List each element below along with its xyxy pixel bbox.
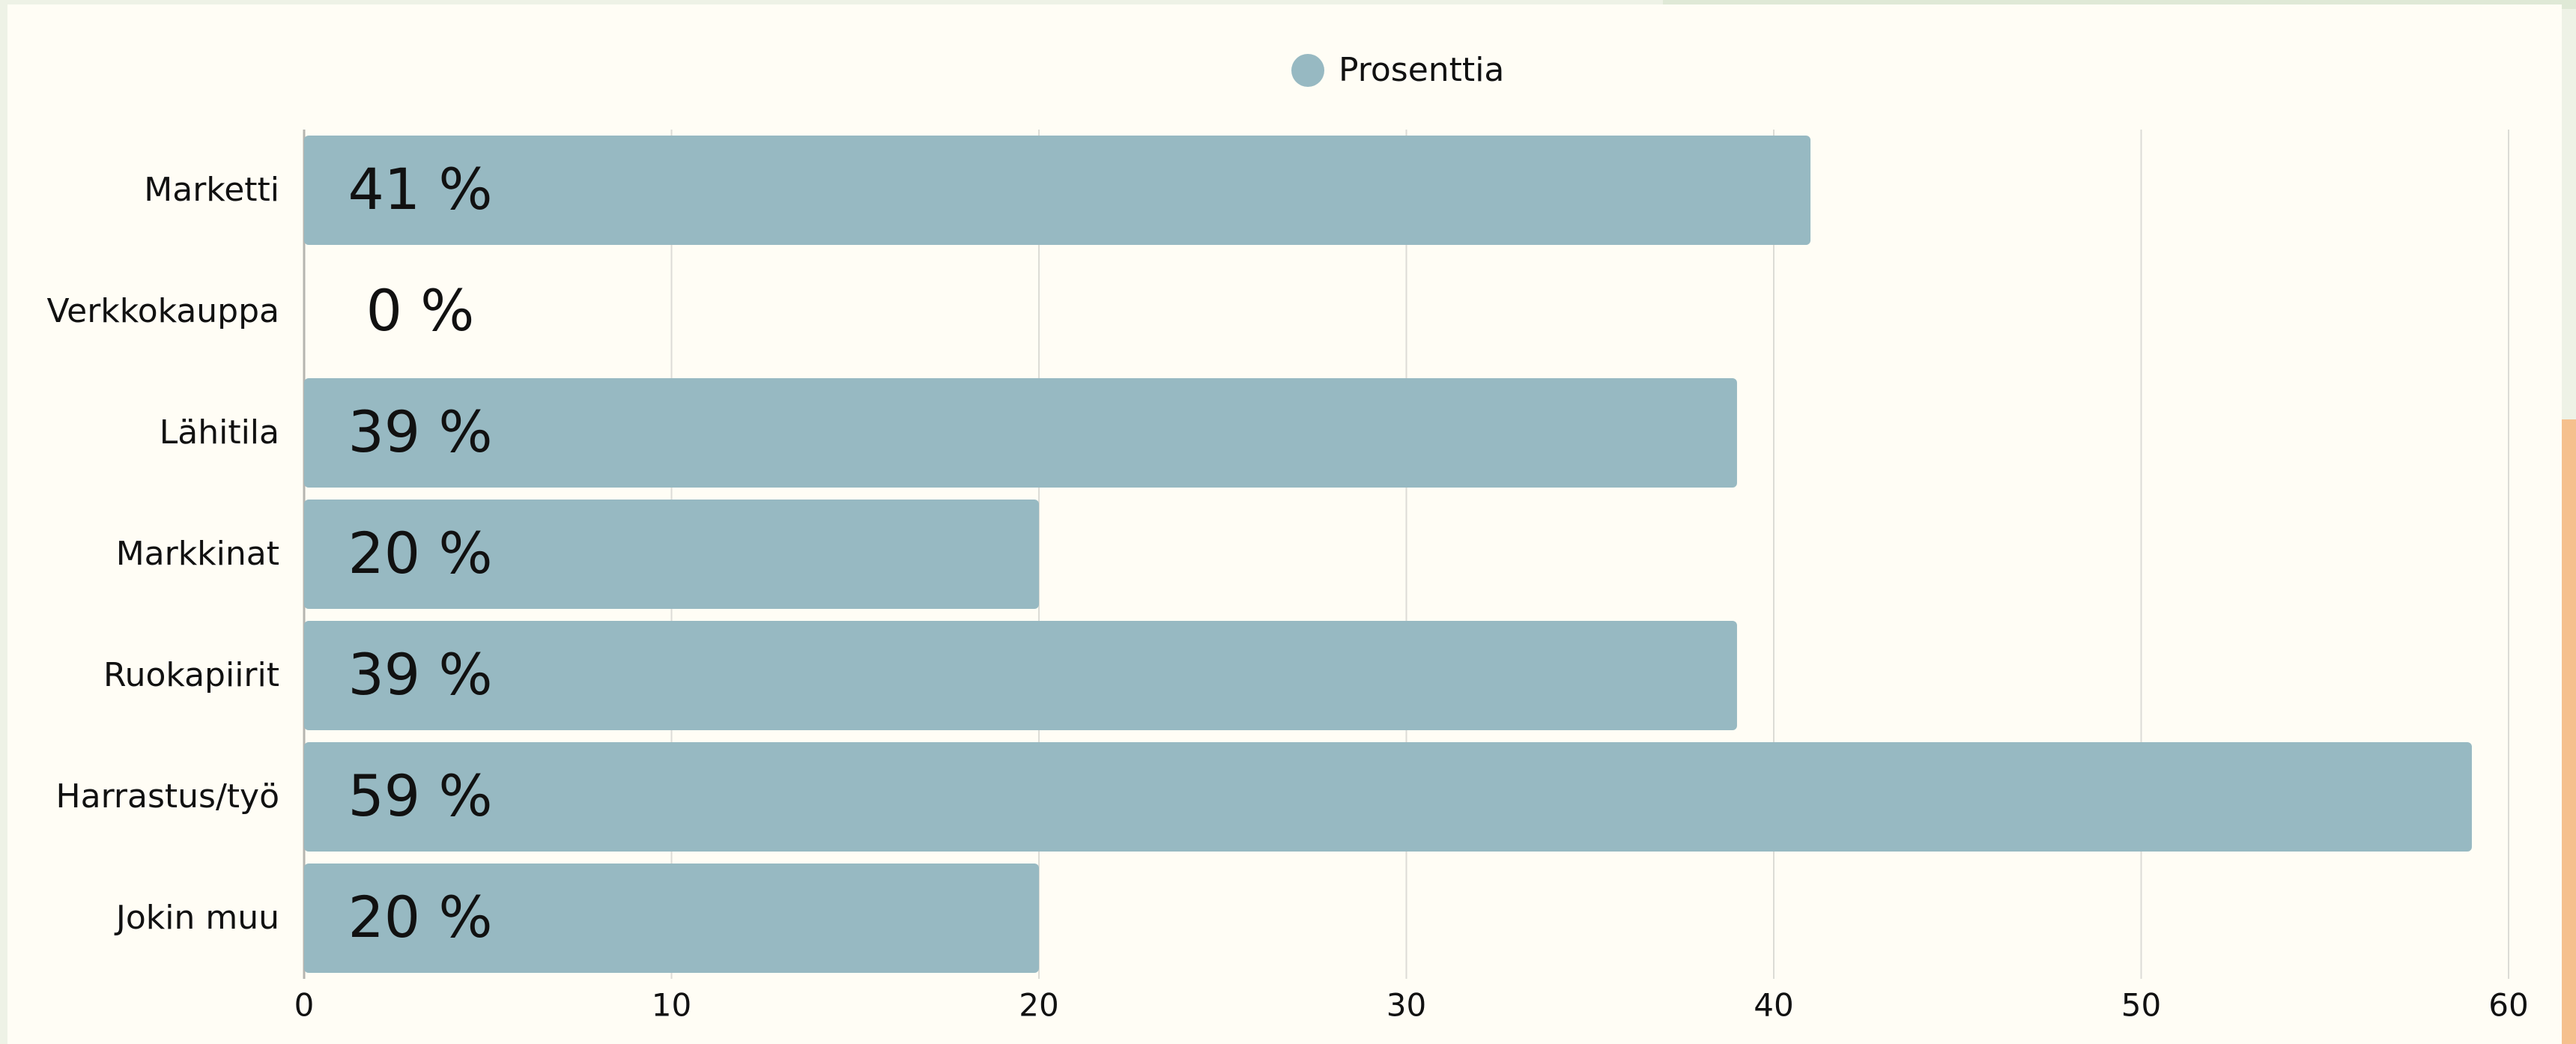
x-tick-label: 10: [652, 987, 691, 1024]
y-tick-label: Verkkokauppa: [46, 292, 279, 330]
bar: [304, 742, 2472, 852]
bar: [304, 136, 1811, 245]
bar: [304, 500, 1039, 609]
x-tick-label: 60: [2488, 987, 2528, 1024]
value-label: 59 %: [348, 762, 492, 829]
legend-marker: [1291, 54, 1324, 87]
value-label: 39 %: [348, 641, 492, 708]
bar: [304, 621, 1737, 730]
y-tick-label: Markkinat: [116, 535, 279, 573]
y-tick-label: Jokin muu: [114, 899, 279, 937]
x-tick-label: 20: [1019, 987, 1058, 1024]
value-label: 20 %: [348, 884, 492, 950]
x-tick-label: 40: [1754, 987, 1793, 1024]
value-label: 0 %: [366, 277, 475, 344]
bar: [304, 378, 1737, 488]
x-tick-label: 50: [2121, 987, 2161, 1024]
y-tick-label: Harrastus/työ: [56, 777, 279, 816]
y-tick-label: Marketti: [144, 171, 279, 209]
y-tick-label: Ruokapiirit: [103, 656, 279, 694]
value-label: 41 %: [348, 156, 492, 222]
x-tick-label: 0: [294, 987, 315, 1024]
bar: [304, 864, 1039, 973]
legend-label: Prosenttia: [1339, 51, 1504, 89]
value-label: 39 %: [348, 398, 492, 465]
value-label: 20 %: [348, 520, 492, 586]
y-tick-label: Lähitila: [160, 413, 279, 452]
x-tick-label: 30: [1387, 987, 1426, 1024]
